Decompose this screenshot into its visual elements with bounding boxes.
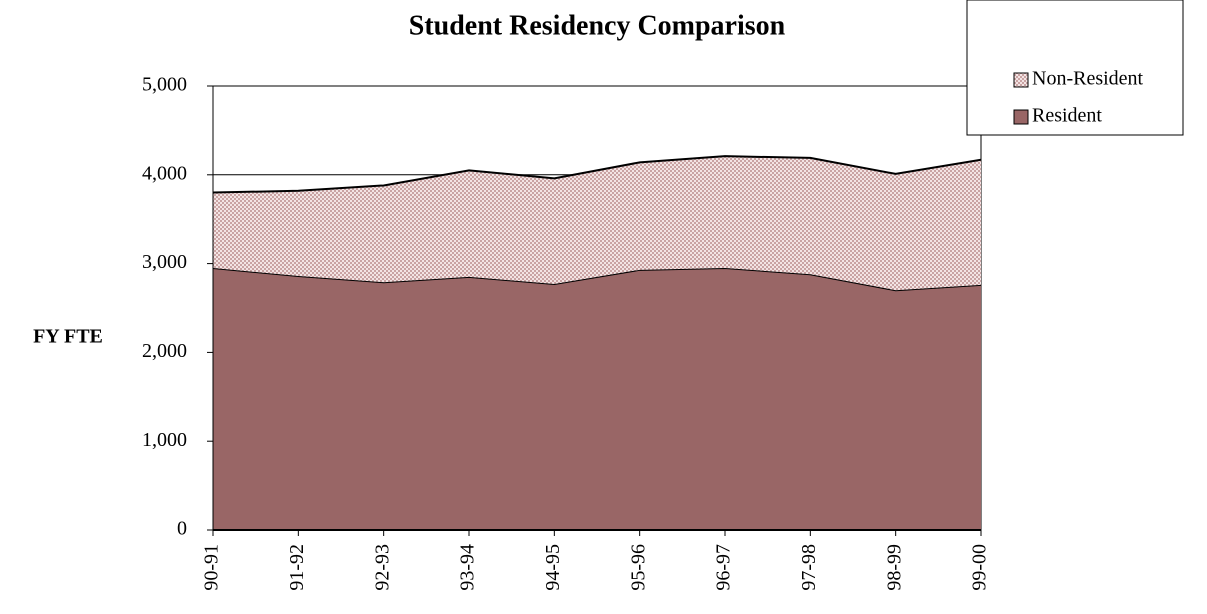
chart-title: Student Residency Comparison	[409, 10, 786, 41]
y-tick-label: 0	[177, 518, 187, 540]
y-tick-label: 5,000	[142, 74, 187, 96]
x-tick-label: 97-98	[798, 544, 820, 591]
x-tick-label: 93-94	[457, 544, 479, 591]
x-tick-label: 92-93	[371, 544, 393, 591]
y-tick-label: 1,000	[142, 429, 187, 451]
x-tick-label: 91-92	[286, 544, 308, 591]
y-tick-label: 3,000	[142, 251, 187, 273]
x-tick-label: 98-99	[883, 544, 905, 591]
y-tick-label: 4,000	[142, 162, 187, 184]
x-tick-label: 99-00	[969, 544, 991, 591]
area	[213, 268, 981, 530]
x-tick-label: 96-97	[713, 544, 735, 591]
legend-swatch	[1013, 109, 1029, 125]
area-edge	[212, 155, 982, 194]
y-axis-label: FY FTE	[33, 326, 103, 348]
legend-label: Non-Resident	[1032, 68, 1144, 90]
x-tick-label: 94-95	[542, 544, 564, 591]
legend	[966, 0, 1184, 136]
x-tick-label: 95-96	[627, 544, 649, 591]
legend-label: Resident	[1032, 105, 1102, 127]
x-tick-label: 90-91	[201, 544, 223, 591]
legend-swatch	[1013, 72, 1029, 88]
area	[213, 156, 981, 291]
y-tick-label: 2,000	[142, 340, 187, 362]
